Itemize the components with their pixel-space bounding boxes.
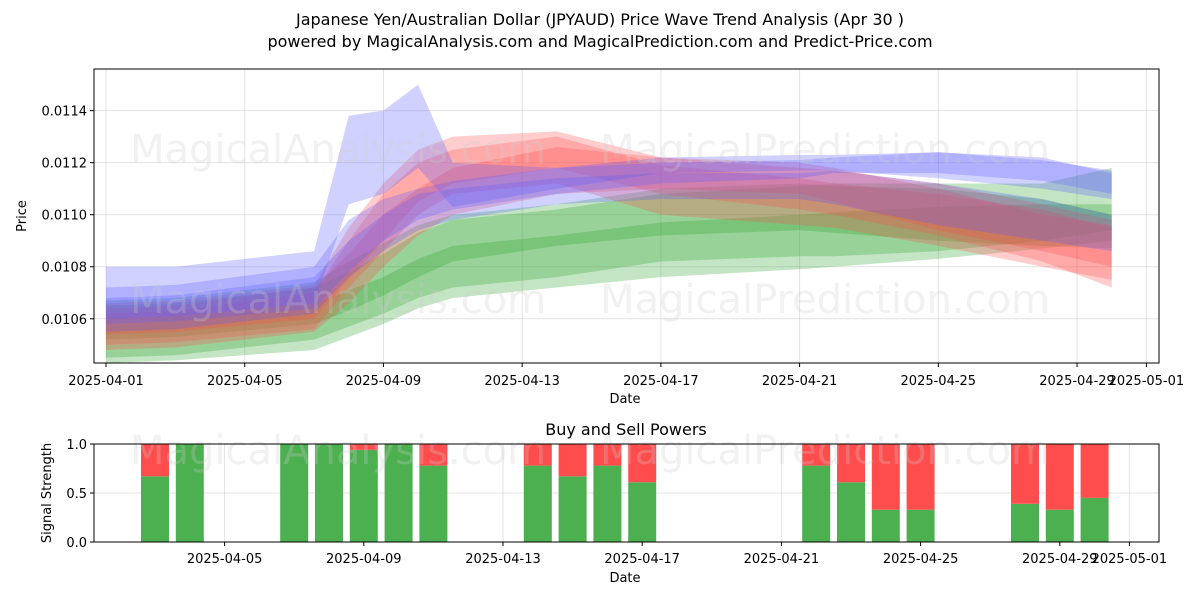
- sell-power-bar: [837, 444, 865, 483]
- power-x-tick-label: 2025-04-17: [604, 552, 680, 567]
- watermark-5: MagicalAnalysis.com: [130, 428, 546, 474]
- price-x-axis-label: Date: [609, 392, 640, 407]
- price-x-tick-label: 2025-04-13: [484, 374, 560, 389]
- watermarks-bottom: MagicalAnalysis.com MagicalPrediction.co…: [130, 428, 1050, 474]
- price-x-tick-label: 2025-04-21: [762, 374, 838, 389]
- buy-power-bar: [1080, 497, 1109, 542]
- wave-band-green-3: [106, 183, 1112, 340]
- sell-power-bar: [802, 444, 831, 466]
- price-x-tick-label: 2025-05-01: [1109, 374, 1185, 389]
- price-y-tick-label: 0.0112: [42, 157, 88, 172]
- power-x-tick-label: 2025-04-21: [744, 552, 820, 567]
- buy-power-bar: [1045, 509, 1074, 542]
- buy-power-bar: [558, 476, 587, 542]
- power-x-tick-label: 2025-05-01: [1092, 552, 1168, 567]
- power-x-axis-label: Date: [609, 571, 640, 586]
- buy-power-bar: [871, 509, 900, 542]
- buy-power-bar: [1011, 503, 1039, 542]
- price-y-tick-label: 0.0110: [42, 209, 88, 224]
- buy-power-bar: [175, 444, 204, 542]
- price-y-tick-label: 0.0114: [42, 105, 88, 120]
- wave-band-red-4: [106, 131, 1112, 335]
- buy-power-bar: [523, 465, 552, 542]
- buy-power-bar: [315, 444, 343, 542]
- wave-band-green-1: [106, 167, 1112, 358]
- power-x-tick-label: 2025-04-29: [1022, 552, 1098, 567]
- buy-power-bar: [349, 449, 378, 542]
- wave-band-blue-9: [106, 170, 1112, 332]
- sell-power-bar: [1011, 444, 1039, 504]
- watermarks-top: MagicalAnalysis.com MagicalPrediction.co…: [130, 127, 1050, 323]
- power-x-tick-label: 2025-04-25: [883, 552, 959, 567]
- buy-power-bar: [280, 444, 309, 542]
- watermark-2: MagicalPrediction.com: [600, 127, 1050, 173]
- chart-title-line2: powered by MagicalAnalysis.com and Magic…: [267, 32, 932, 51]
- buy-power-bar: [802, 465, 831, 542]
- wave-band-green-2: [106, 204, 1112, 363]
- sell-power-bar: [558, 444, 587, 477]
- power-y-tick-label: 0.0: [66, 536, 87, 551]
- watermark-3: MagicalAnalysis.com: [130, 277, 546, 323]
- wave-band-red-6: [106, 147, 1112, 350]
- power-x-ticks: 2025-04-05 2025-04-09 2025-04-13 2025-04-17…: [187, 542, 1167, 567]
- price-y-tick-label: 0.0108: [42, 261, 88, 276]
- wave-band-blue-8: [106, 152, 1112, 324]
- watermark-1: MagicalAnalysis.com: [130, 127, 546, 173]
- sell-power-bar: [593, 444, 622, 466]
- buy-power-bar: [141, 476, 169, 542]
- sell-power-bar: [523, 444, 552, 466]
- buy-power-bar: [419, 465, 448, 542]
- power-x-tick-label: 2025-04-05: [187, 552, 263, 567]
- price-axes-frame: [93, 68, 1160, 364]
- power-y-axis-label: Signal Strength: [40, 443, 55, 543]
- buy-power-bar: [837, 482, 865, 542]
- price-grid: [94, 69, 1159, 363]
- power-y-tick-label: 0.5: [66, 487, 87, 502]
- wave-band-blue-7: [106, 84, 1112, 319]
- sell-power-bar: [628, 444, 657, 483]
- power-bars: [141, 444, 1109, 542]
- power-x-tick-label: 2025-04-13: [465, 552, 541, 567]
- power-y-ticks: 0.0 0.5 1.0: [66, 438, 94, 551]
- power-y-tick-label: 1.0: [66, 438, 87, 453]
- price-x-tick-label: 2025-04-17: [623, 374, 699, 389]
- price-x-ticks: 2025-04-01 2025-04-05 2025-04-09 2025-04-13…: [68, 363, 1184, 389]
- price-x-tick-label: 2025-04-25: [901, 374, 977, 389]
- sell-power-bar: [349, 444, 378, 450]
- watermark-4: MagicalPrediction.com: [600, 277, 1050, 323]
- price-x-tick-label: 2025-04-01: [68, 374, 144, 389]
- price-y-tick-label: 0.0106: [42, 313, 88, 328]
- buy-power-bar: [384, 444, 413, 542]
- watermark-6: MagicalPrediction.com: [600, 428, 1050, 474]
- power-chart-title: Buy and Sell Powers: [545, 420, 707, 439]
- price-x-tick-label: 2025-04-29: [1039, 374, 1115, 389]
- wave-band-red-5: [106, 136, 1112, 345]
- price-bands: [106, 84, 1112, 363]
- price-x-tick-label: 2025-04-05: [207, 374, 283, 389]
- buy-power-bar: [906, 509, 935, 542]
- sell-power-bar: [906, 444, 935, 510]
- sell-power-bar: [871, 444, 900, 510]
- sell-power-bar: [1080, 444, 1109, 498]
- chart-title-line1: Japanese Yen/Australian Dollar (JPYAUD) …: [295, 10, 904, 29]
- buy-power-bar: [593, 465, 622, 542]
- price-y-axis-label: Price: [15, 200, 30, 232]
- sell-power-bar: [141, 444, 169, 477]
- sell-power-bar: [1045, 444, 1074, 510]
- power-x-tick-label: 2025-04-09: [326, 552, 402, 567]
- sell-power-bar: [419, 444, 448, 466]
- price-x-tick-label: 2025-04-09: [346, 374, 422, 389]
- price-y-ticks: 0.0106 0.0108 0.0110 0.0112 0.0114: [42, 105, 94, 328]
- buy-power-bar: [628, 482, 657, 542]
